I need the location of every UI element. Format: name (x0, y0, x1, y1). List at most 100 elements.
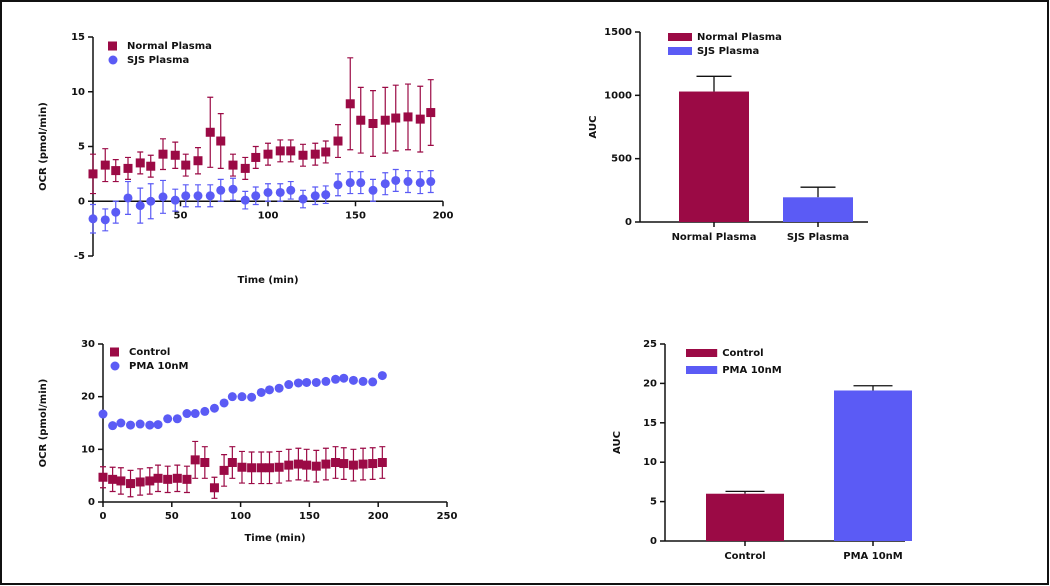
legend-marker (108, 41, 117, 51)
point (275, 187, 285, 197)
point (145, 420, 155, 430)
point (391, 113, 401, 123)
point (181, 160, 191, 170)
point (205, 127, 215, 137)
point (264, 385, 274, 395)
point (426, 108, 436, 118)
point (256, 387, 266, 397)
point (123, 193, 133, 203)
point (356, 178, 366, 188)
point (216, 185, 226, 195)
x-tick-label: Normal Plasma (672, 232, 757, 243)
point (111, 166, 121, 176)
point (263, 187, 273, 197)
point (284, 380, 294, 390)
legend-marker (686, 366, 718, 374)
point (182, 409, 192, 419)
x-tick-label: 150 (345, 210, 366, 221)
bar (834, 390, 912, 541)
point (333, 136, 343, 146)
y-tick-label: 0 (88, 497, 95, 508)
point (170, 195, 180, 205)
y-axis-title: AUC (612, 431, 623, 454)
point (98, 409, 108, 419)
point (146, 161, 156, 171)
point (126, 420, 136, 430)
point (310, 149, 320, 159)
point (331, 458, 341, 467)
point (163, 474, 173, 484)
y-tick-label: 15 (643, 418, 657, 429)
y-axis-title: OCR (pmol/min) (38, 379, 49, 468)
legend-label: Normal Plasma (127, 41, 212, 52)
point (368, 185, 378, 195)
y-tick-label: 10 (643, 457, 657, 468)
point (182, 474, 192, 484)
point (358, 376, 368, 386)
y-tick-label: 20 (81, 392, 95, 403)
point (135, 477, 145, 487)
point (237, 462, 247, 472)
legend-marker (668, 47, 692, 55)
point (274, 462, 284, 472)
point (377, 371, 387, 381)
x-tick-label: PMA 10nM (843, 551, 903, 562)
point (108, 474, 118, 484)
point (126, 479, 136, 489)
point (339, 459, 349, 469)
point (264, 463, 274, 473)
point (100, 215, 110, 225)
x-tick-label: 100 (258, 210, 279, 221)
point (111, 207, 121, 217)
point (153, 473, 163, 483)
error-bar (725, 490, 765, 494)
point (403, 177, 413, 187)
point (333, 180, 343, 190)
y-tick-label: 1500 (604, 27, 632, 38)
error-bar (696, 75, 732, 92)
y-tick-label: 0 (78, 196, 85, 207)
y-tick-label: 10 (71, 87, 85, 98)
point (415, 178, 425, 188)
point (345, 99, 355, 109)
point (200, 406, 210, 416)
point (293, 459, 303, 469)
point (108, 421, 118, 431)
legend-marker (108, 55, 118, 65)
point (321, 376, 331, 386)
y-tick-label: -5 (74, 251, 85, 262)
point (348, 460, 358, 470)
y-tick-label: 10 (81, 444, 95, 455)
point (135, 158, 145, 168)
point (263, 149, 273, 159)
point (135, 419, 145, 429)
point (219, 398, 229, 408)
point (356, 115, 366, 125)
point (321, 147, 331, 157)
legend-label: Normal Plasma (697, 32, 782, 43)
y-tick-label: 30 (81, 339, 95, 350)
point (251, 191, 261, 201)
point (170, 150, 180, 160)
bar (679, 91, 749, 223)
point (298, 194, 308, 204)
x-tick-label: 100 (230, 511, 251, 522)
point (172, 473, 182, 483)
x-tick-label: 50 (174, 210, 188, 221)
point (193, 191, 203, 201)
y-tick-label: 5 (78, 142, 85, 153)
point (286, 185, 296, 195)
point (216, 136, 226, 146)
point (158, 149, 168, 159)
x-tick-label: 200 (433, 210, 454, 221)
y-tick-label: 5 (650, 497, 657, 508)
legend-marker (110, 347, 119, 357)
point (163, 414, 173, 424)
point (190, 409, 200, 419)
point (331, 374, 341, 384)
point (310, 191, 320, 201)
point (348, 375, 358, 385)
point (172, 414, 182, 424)
x-axis-title: Time (min) (237, 275, 298, 286)
